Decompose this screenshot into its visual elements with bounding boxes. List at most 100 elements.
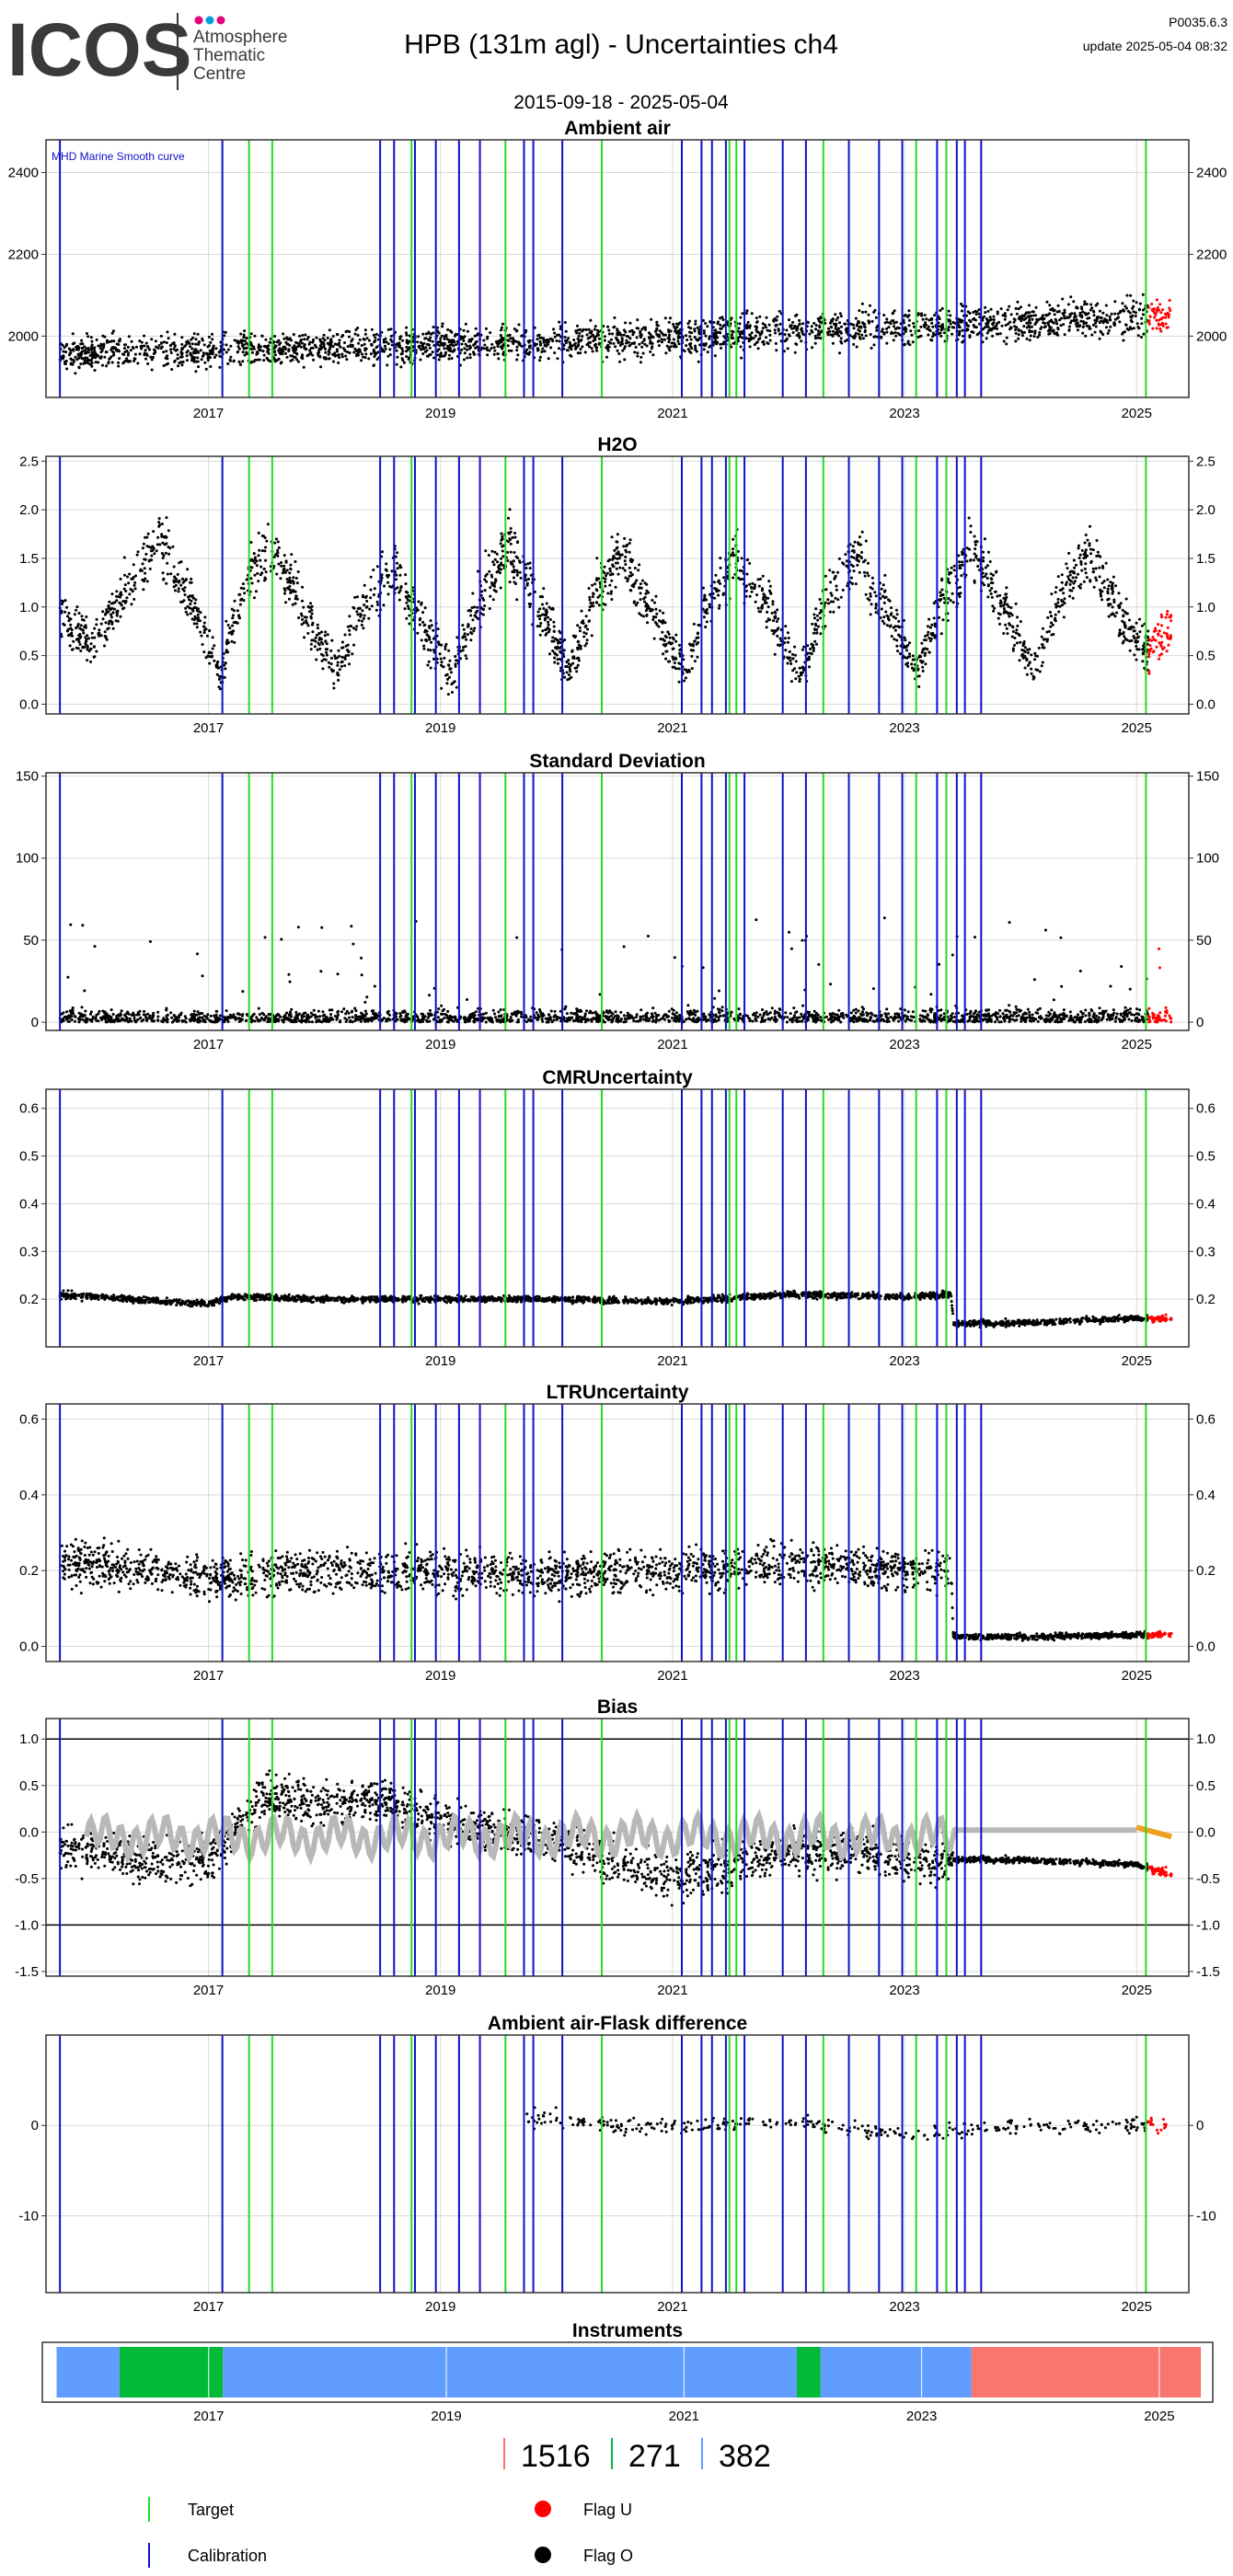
update-label: update 2025-05-04 08:32 — [1083, 39, 1227, 53]
bias-y-tick-label-right: -0.5 — [1196, 1871, 1220, 1887]
h2o-flag-u-points — [1147, 610, 1173, 675]
stdev-x-tick-label: 2021 — [657, 1037, 687, 1052]
ambient-x-tick-label: 2025 — [1122, 406, 1152, 421]
ltr-y-tick-label-left: 0.4 — [19, 1488, 39, 1503]
bias-recent-curve — [1135, 1824, 1172, 1840]
bias-y-tick-label-left: 0.0 — [19, 1824, 39, 1840]
cmr-y-tick-label-right: 0.5 — [1196, 1149, 1216, 1165]
flask-x-tick-label: 2023 — [889, 2299, 919, 2315]
h2o-x-tick-label: 2017 — [193, 720, 224, 736]
bias-y-tick-label-right: 0.5 — [1196, 1778, 1216, 1794]
cmr-frame — [45, 1088, 1190, 1348]
h2o-y-tick-label-left: 1.0 — [19, 600, 39, 615]
stdev-y-tick-label-right: 0 — [1196, 1015, 1204, 1030]
h2o-x-tick-label: 2023 — [889, 720, 919, 736]
ltr-y-tick-label-left: 0.0 — [19, 1639, 39, 1655]
instrument-legend: 1516 271 382 — [503, 2438, 771, 2474]
ambient-y-tick-label-left: 2200 — [8, 247, 39, 262]
h2o-y-tick-label-right: 2.5 — [1196, 454, 1216, 469]
ambient-y-tick-label-right: 2200 — [1196, 247, 1227, 262]
ambient-panel: Ambient air 2017 2019 2021 2023 2025 2000 2000 2… — [8, 118, 1227, 421]
ltr-x-tick-label: 2021 — [657, 1668, 687, 1684]
stdev-panel: Standard Deviation 2017 2019 2021 2023 2025 0 0… — [16, 751, 1219, 1052]
cmr-plot-area — [46, 1089, 1189, 1347]
ltr-frame — [45, 1403, 1190, 1662]
cmr-y-tick-label-right: 0.2 — [1196, 1292, 1216, 1307]
instruments-title: Instruments — [572, 2320, 683, 2341]
instrument-legend-label-1516: 1516 — [521, 2439, 591, 2474]
bias-y-tick-label-right: -1.5 — [1196, 1964, 1220, 1980]
cmr-x-tick-label: 2025 — [1122, 1353, 1152, 1369]
stdev-x-tick-label: 2017 — [193, 1037, 224, 1052]
h2o-y-tick-label-left: 1.5 — [19, 551, 39, 567]
instrument-legend-label-382: 382 — [719, 2439, 771, 2474]
ambient-x-tick-label: 2023 — [889, 406, 919, 421]
h2o-y-tick-label-left: 2.5 — [19, 454, 39, 469]
instruments-x-tick-label: 2021 — [669, 2409, 699, 2424]
stdev-y-tick-label-left: 50 — [23, 933, 39, 949]
h2o-x-tick-label: 2019 — [425, 720, 455, 736]
date-range: 2015-09-18 - 2025-05-04 — [513, 92, 729, 113]
stdev-y-tick-label-right: 150 — [1196, 769, 1219, 785]
h2o-y-tick-label-left: 0.5 — [19, 649, 39, 664]
bias-reference-curve — [84, 1808, 958, 1866]
ambient-x-tick-label: 2021 — [657, 406, 687, 421]
ambient-annotation: MHD Marine Smooth curve — [52, 150, 185, 163]
logo-dot-1 — [194, 16, 203, 25]
cmr-y-tick-label-left: 0.5 — [19, 1149, 39, 1165]
cmr-y-tick-label-right: 0.6 — [1196, 1101, 1216, 1117]
bias-flag-u-points — [1147, 1865, 1173, 1878]
cmr-y-tick-label-left: 0.4 — [19, 1196, 39, 1212]
bias-frame — [45, 1718, 1190, 1977]
ambient-x-tick-label: 2017 — [193, 406, 224, 421]
cmr-y-tick-label-left: 0.2 — [19, 1292, 39, 1307]
cmr-x-tick-label: 2019 — [425, 1353, 455, 1369]
ltr-flag-u-points — [1147, 1629, 1173, 1640]
logo-subtitle-3: Centre — [193, 64, 246, 84]
ltr-plot-area — [46, 1404, 1189, 1662]
calibration-legend-label: Calibration — [188, 2547, 267, 2565]
flask-x-tick-label: 2025 — [1122, 2299, 1152, 2315]
bias-y-tick-label-left: -1.5 — [15, 1964, 39, 1980]
stdev-y-tick-label-right: 50 — [1196, 933, 1212, 949]
cmr-flag-u-points — [1147, 1313, 1173, 1324]
bias-x-tick-label: 2017 — [193, 1983, 224, 1998]
h2o-x-tick-label: 2025 — [1122, 720, 1152, 736]
cmr-title: CMRUncertainty — [542, 1067, 693, 1088]
stdev-y-tick-label-left: 150 — [16, 769, 39, 785]
logo-subtitle-1: Atmosphere — [193, 28, 287, 47]
instrument-segment-382 — [56, 2347, 120, 2398]
flask-plot-area — [46, 2035, 1189, 2293]
flask-frame — [45, 2034, 1190, 2294]
flask-panel: Ambient air-Flask difference 2017 2019 2021… — [18, 2013, 1216, 2315]
ltr-panel: LTRUncertainty 2017 2019 2021 2023 2025 0.0 0.0… — [19, 1382, 1216, 1684]
logo-subtitle-2: Thematic — [193, 46, 265, 65]
h2o-plot-area — [46, 456, 1189, 714]
cmr-y-tick-label-right: 0.3 — [1196, 1244, 1216, 1259]
stdev-frame — [45, 772, 1190, 1031]
ambient-frame — [45, 139, 1190, 398]
bias-title: Bias — [597, 1696, 638, 1718]
h2o-y-tick-label-right: 1.0 — [1196, 600, 1216, 615]
bias-x-tick-label: 2023 — [889, 1983, 919, 1998]
ambient-title: Ambient air — [564, 118, 671, 139]
stdev-y-tick-label-left: 100 — [16, 851, 39, 867]
ltr-x-tick-label: 2025 — [1122, 1668, 1152, 1684]
instrument-segment-1516 — [971, 2347, 1202, 2398]
ambient-flag-u-points — [1147, 298, 1172, 333]
instrument-legend-label-271: 271 — [628, 2439, 681, 2474]
bias-x-tick-label: 2019 — [425, 1983, 455, 1998]
instrument-segment-271 — [797, 2347, 821, 2398]
bias-y-tick-label-right: -1.0 — [1196, 1917, 1220, 1933]
stdev-y-tick-label-left: 0 — [31, 1015, 39, 1030]
flag-o-legend-swatch — [535, 2547, 551, 2563]
h2o-title: H2O — [597, 434, 637, 455]
ltr-x-tick-label: 2019 — [425, 1668, 455, 1684]
stdev-y-tick-label-right: 100 — [1196, 851, 1219, 867]
cmr-x-tick-label: 2021 — [657, 1353, 687, 1369]
ltr-y-tick-label-left: 0.6 — [19, 1411, 39, 1427]
ltr-y-tick-label-right: 0.6 — [1196, 1411, 1216, 1427]
instrument-segment-271 — [119, 2347, 224, 2398]
h2o-y-tick-label-right: 0.0 — [1196, 696, 1216, 712]
